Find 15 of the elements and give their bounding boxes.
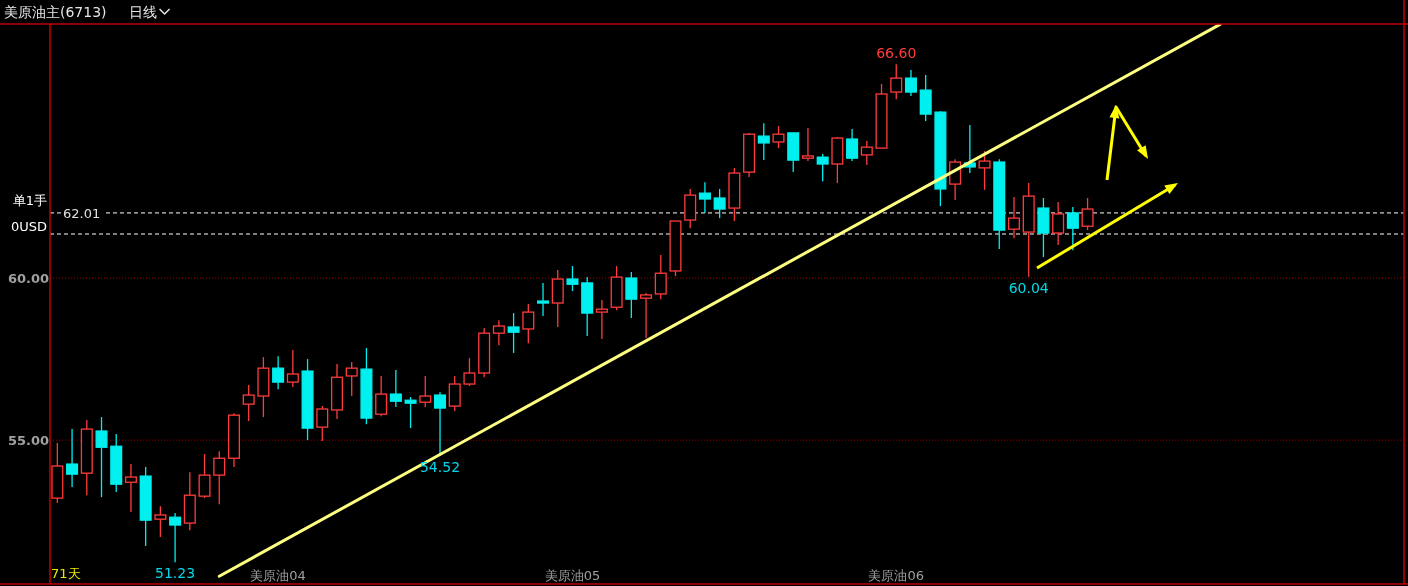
text: 单1手 [12,193,47,208]
x-tick-label: 美原油06 [868,568,925,583]
annotation: 71天 [51,566,81,581]
x-tick-label: 美原油04 [250,568,306,583]
chart-subtitle: 日线 [128,4,157,20]
chart-title: 美原油主(6713) [4,4,107,20]
ref-line-label: 62.01 [63,205,101,221]
y-tick-label: 55.00 [7,433,49,449]
annotation: 51.23 [155,565,196,582]
annotation: 54.52 [419,458,461,475]
text: 0USD [10,219,47,234]
x-tick-label: 美原油05 [544,568,601,583]
annotation: 60.04 [1008,279,1049,296]
y-tick-label: 60.00 [7,271,49,287]
annotation: 66.60 [876,45,917,62]
